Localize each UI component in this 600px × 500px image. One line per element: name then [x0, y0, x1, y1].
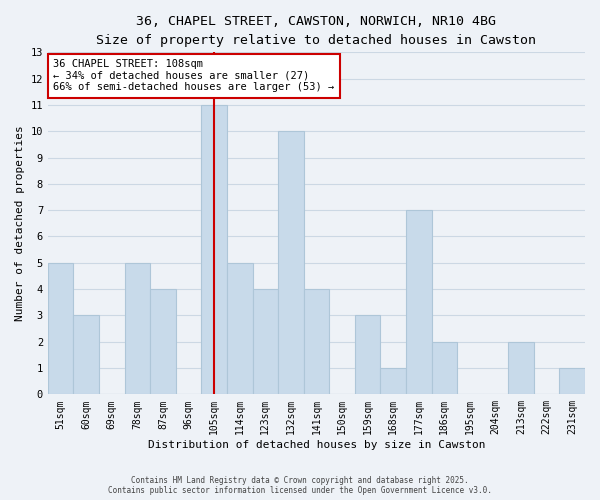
Bar — [406, 210, 431, 394]
Title: 36, CHAPEL STREET, CAWSTON, NORWICH, NR10 4BG
Size of property relative to detac: 36, CHAPEL STREET, CAWSTON, NORWICH, NR1… — [97, 15, 536, 47]
Bar — [431, 342, 457, 394]
Bar — [202, 105, 227, 395]
Bar — [48, 263, 73, 394]
X-axis label: Distribution of detached houses by size in Cawston: Distribution of detached houses by size … — [148, 440, 485, 450]
Bar — [508, 342, 534, 394]
Bar — [253, 289, 278, 395]
Bar — [278, 132, 304, 394]
Bar — [304, 289, 329, 395]
Bar — [125, 263, 150, 394]
Bar — [227, 263, 253, 394]
Bar — [355, 316, 380, 394]
Text: Contains HM Land Registry data © Crown copyright and database right 2025.
Contai: Contains HM Land Registry data © Crown c… — [108, 476, 492, 495]
Y-axis label: Number of detached properties: Number of detached properties — [15, 126, 25, 321]
Bar — [380, 368, 406, 394]
Text: 36 CHAPEL STREET: 108sqm
← 34% of detached houses are smaller (27)
66% of semi-d: 36 CHAPEL STREET: 108sqm ← 34% of detach… — [53, 59, 335, 92]
Bar — [73, 316, 99, 394]
Bar — [150, 289, 176, 395]
Bar — [559, 368, 585, 394]
